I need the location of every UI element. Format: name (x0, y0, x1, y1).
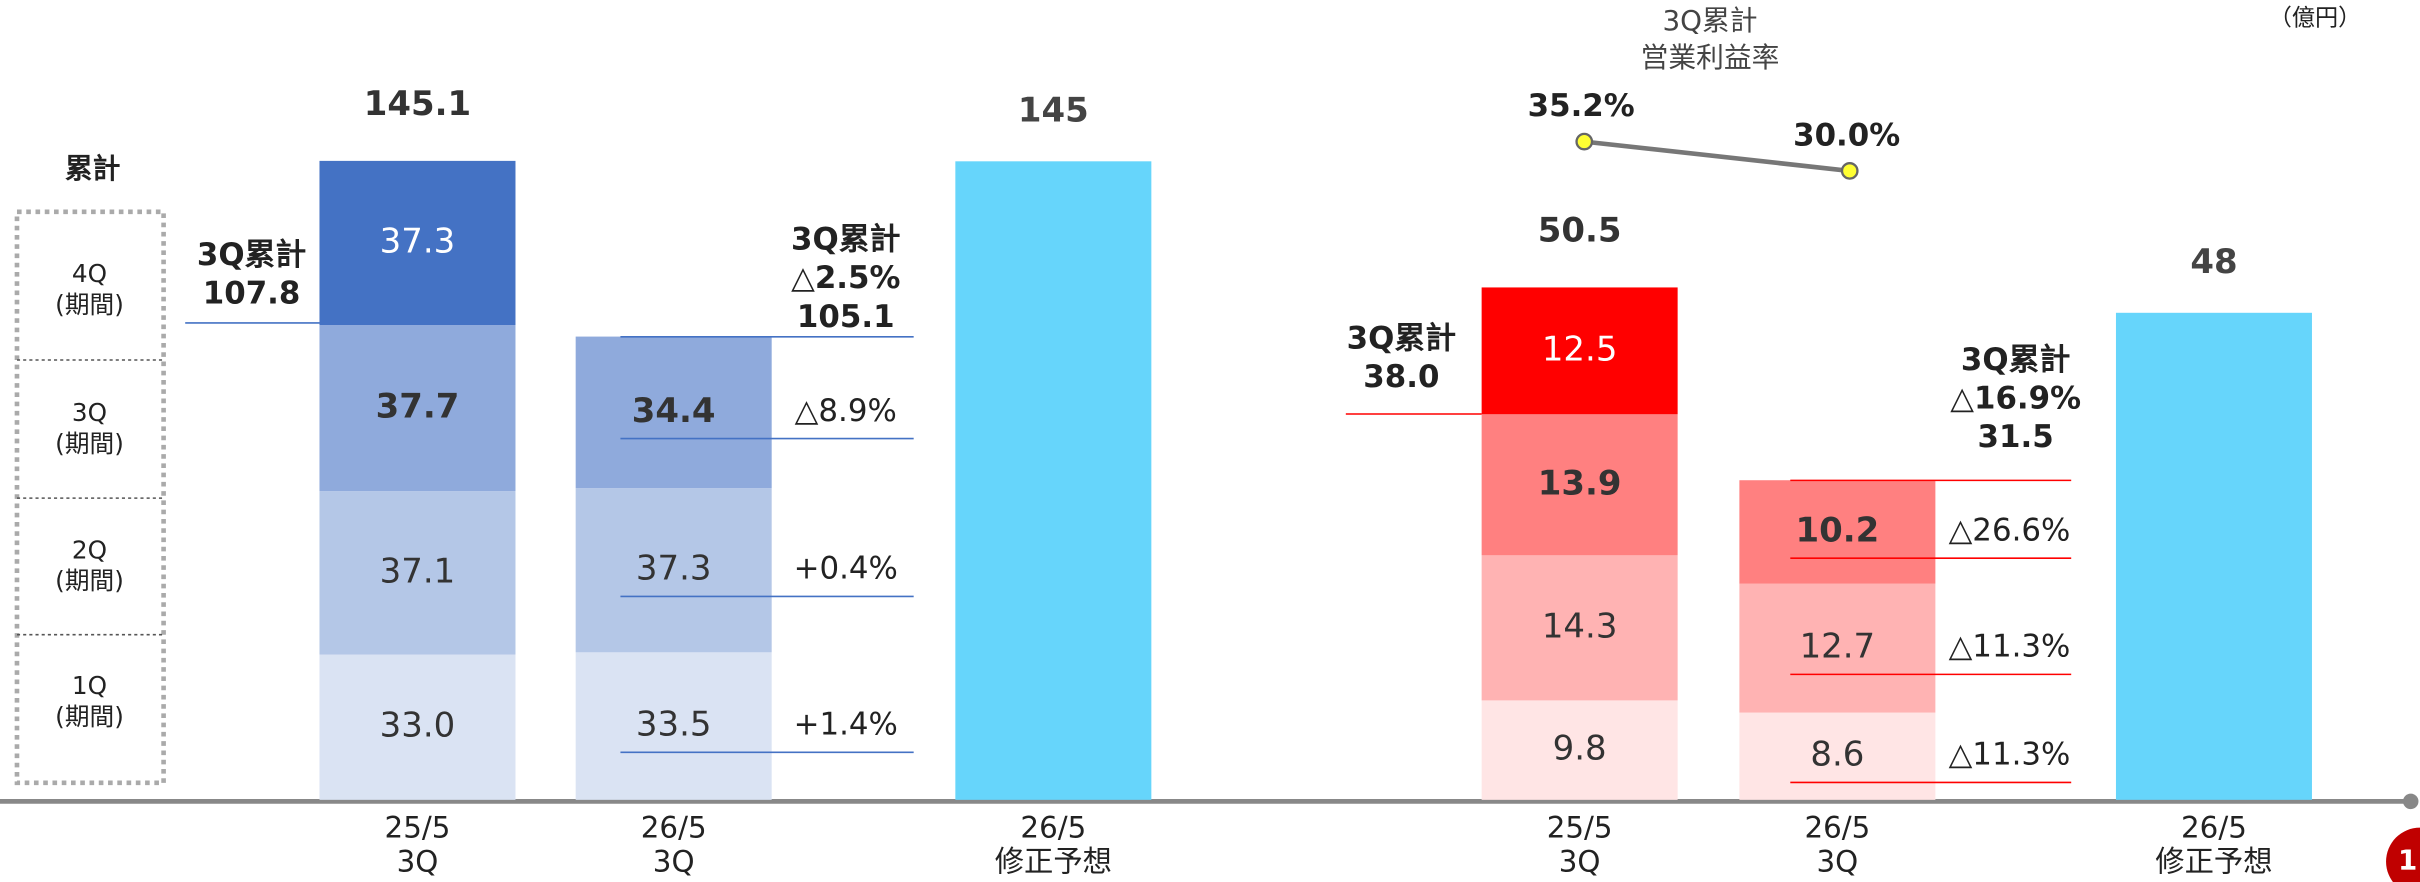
margin-point (1840, 162, 1859, 180)
bar-segment (319, 325, 516, 492)
axis-end (2403, 793, 2419, 810)
value-label: 34.4 (632, 391, 716, 431)
x-tick-label: 修正予想 (995, 845, 1112, 879)
x-tick-label: 3Q (1817, 845, 1859, 879)
forecast-bar (955, 161, 1152, 800)
x-tick-label: 3Q (1559, 845, 1601, 879)
value-label: 13.9 (1538, 463, 1622, 503)
bar-segment (319, 160, 516, 326)
value-label: 37.1 (380, 551, 456, 591)
value-label: 33.5 (636, 705, 712, 745)
value-label: 10.2 (1796, 510, 1880, 550)
bar-segment (575, 488, 772, 653)
annotation: 105.1 (797, 299, 895, 335)
x-tick-label: 25/5 (1547, 811, 1613, 845)
bar-segment (575, 336, 772, 489)
bar-segment (1481, 287, 1678, 415)
annotation: △2.5% (791, 260, 900, 296)
annotation: △16.9% (1950, 381, 2081, 417)
annotation: 31.5 (1978, 419, 2054, 455)
legend-label: (期間) (55, 429, 124, 458)
value-label: 14.3 (1542, 606, 1618, 646)
change-label: △8.9% (795, 393, 897, 429)
forecast-label: 48 (2190, 242, 2237, 282)
margin-title: 営業利益率 (1641, 41, 1780, 74)
change-label: △26.6% (1949, 512, 2071, 548)
bar-segment (1481, 555, 1678, 701)
annotation: 3Q累計 (1347, 320, 1456, 356)
legend-label: (期間) (55, 702, 124, 731)
margin-label: 35.2% (1528, 88, 1635, 124)
annotation: 38.0 (1363, 359, 1439, 395)
legend-label: (期間) (55, 290, 124, 319)
annotation: 3Q累計 (1961, 342, 2070, 378)
value-label: 33.0 (380, 706, 456, 746)
value-label: 37.7 (376, 387, 460, 427)
x-tick-label: 3Q (653, 845, 695, 879)
x-tick-label: 26/5 (1020, 811, 1086, 845)
page-badge (2386, 827, 2420, 882)
bar-segment (1481, 700, 1678, 800)
bar-segment (1481, 414, 1678, 556)
x-tick-label: 修正予想 (2155, 845, 2272, 879)
total-label: 50.5 (1538, 210, 1622, 250)
change-label: △11.3% (1949, 737, 2071, 773)
legend-label: 3Q (72, 398, 107, 427)
annotation: 107.8 (203, 276, 301, 312)
bar-segment (319, 491, 516, 655)
x-tick-label: 26/5 (1804, 811, 1870, 845)
annotation: 3Q累計 (197, 237, 306, 273)
unit: （億円） (2269, 5, 2362, 31)
value-label: 9.8 (1553, 729, 1607, 769)
bar-segment (319, 654, 516, 800)
forecast-label: 145 (1018, 90, 1089, 130)
value-label: 37.3 (380, 222, 456, 262)
value-label: 12.5 (1542, 329, 1618, 369)
value-label: 12.7 (1800, 627, 1876, 667)
bar-segment (1739, 712, 1936, 800)
legend-label: 2Q (72, 535, 107, 564)
x-tick-label: 25/5 (385, 811, 451, 845)
x-tick-label: 26/5 (641, 811, 707, 845)
legend-label: 4Q (72, 259, 107, 288)
change-label: +1.4% (794, 707, 898, 743)
legend-label: (期間) (55, 566, 124, 595)
legend-title: 累計 (65, 152, 121, 185)
bar-segment (575, 652, 772, 800)
margin-point (1575, 132, 1594, 151)
value-label: 8.6 (1810, 735, 1864, 775)
margin-label: 30.0% (1793, 117, 1900, 153)
margin-line (1584, 139, 1850, 174)
change-label: △11.3% (1949, 629, 2071, 665)
value-label: 37.3 (636, 549, 712, 589)
page-number: 1 (2398, 844, 2417, 877)
x-tick-label: 3Q (397, 845, 439, 879)
change-label: +0.4% (794, 551, 898, 587)
margin-title: 3Q累計 (1663, 4, 1758, 37)
bar-segment (1739, 583, 1936, 713)
x-tick-label: 26/5 (2181, 811, 2247, 845)
bar-segment (1739, 480, 1936, 584)
total-label: 145.1 (364, 84, 471, 124)
legend-label: 1Q (72, 671, 107, 700)
annotation: 3Q累計 (791, 222, 900, 258)
forecast-bar (2115, 312, 2312, 800)
